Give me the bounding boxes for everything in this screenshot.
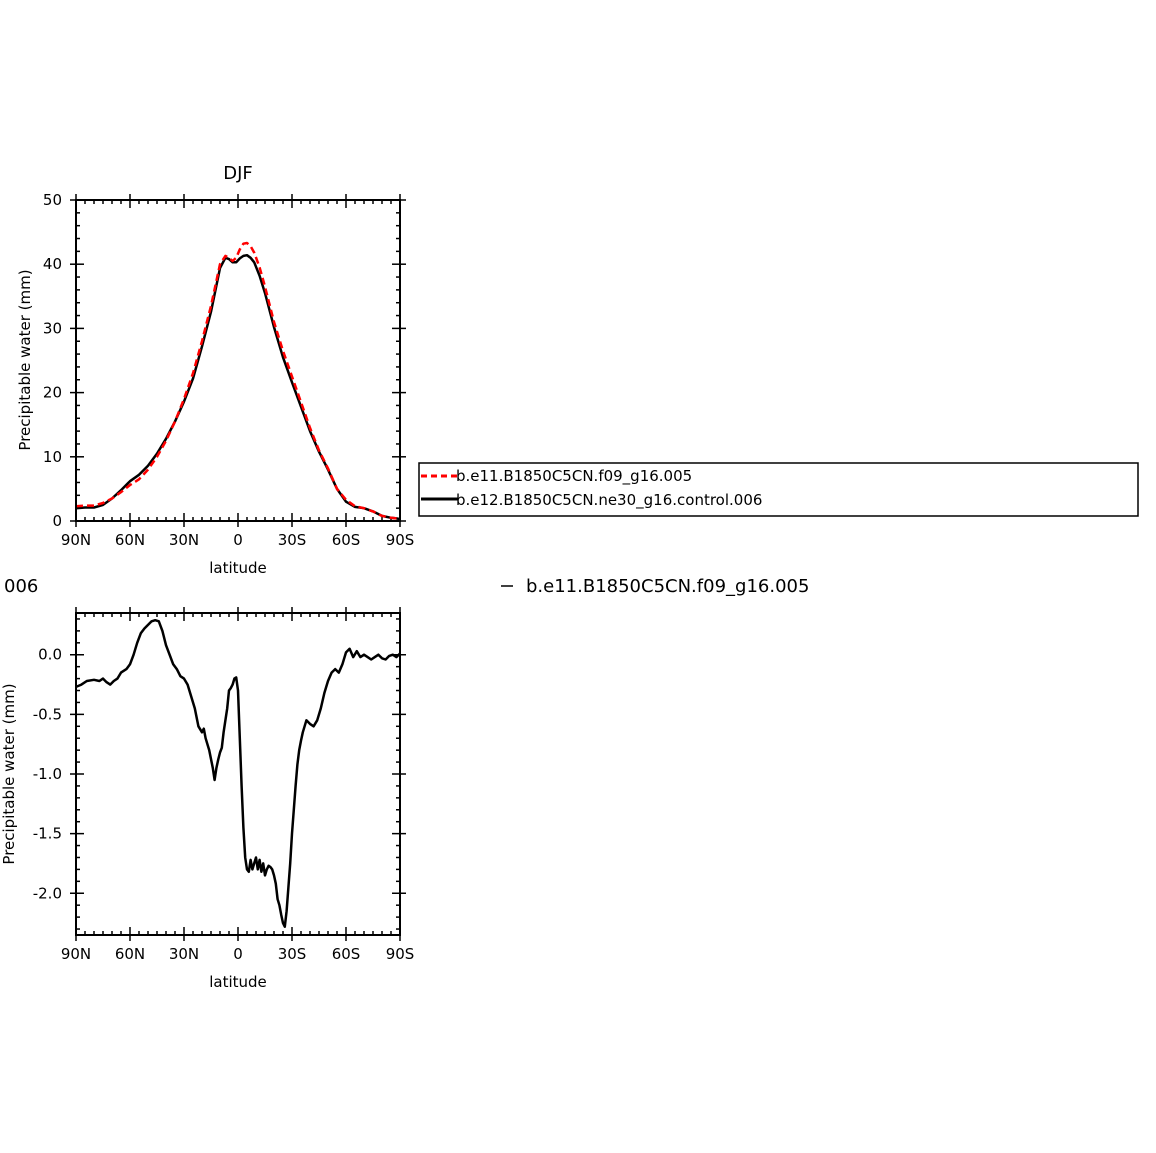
top-y-tick-label: 20 bbox=[43, 384, 62, 402]
bottom-x-tick-label: 60S bbox=[332, 945, 361, 963]
top-panel-xlabel: latitude bbox=[209, 559, 267, 577]
top-panel: DJF 90N 60N 30N 0 30S 60S 90S 0 10 20 30 40 50 latit… bbox=[16, 163, 414, 577]
bottom-panel-ticks: 90N 60N 30N 0 30S 60S 90S -2.0 -1.5 -1.0 -0.5 0.0 bbox=[33, 607, 415, 963]
legend-entry-1: b.e12.B1850C5CN.ne30_g16.control.006 bbox=[456, 491, 762, 510]
top-panel-frame bbox=[75, 199, 401, 522]
bottom-y-tick-label: -1.5 bbox=[33, 825, 62, 843]
top-y-tick-label: 30 bbox=[43, 319, 62, 337]
top-x-tick-label: 0 bbox=[233, 531, 243, 549]
top-y-tick-label: 10 bbox=[43, 448, 62, 466]
bottom-y-tick-label: -1.0 bbox=[33, 765, 62, 783]
top-panel-ylabel: Precipitable water (mm) bbox=[16, 269, 34, 450]
legend-entry-0: b.e11.B1850C5CN.f09_g16.005 bbox=[456, 467, 692, 486]
top-x-tick-label: 90N bbox=[61, 531, 91, 549]
bottom-y-tick-label: -0.5 bbox=[33, 705, 62, 723]
top-x-tick-label: 90S bbox=[386, 531, 415, 549]
top-x-tick-label: 60S bbox=[332, 531, 361, 549]
legend-frame bbox=[418, 462, 1139, 517]
top-x-tick-label: 60N bbox=[115, 531, 145, 549]
top-x-tick-label: 30S bbox=[278, 531, 307, 549]
bottom-panel-xlabel: latitude bbox=[209, 973, 267, 991]
bottom-x-tick-label: 90N bbox=[61, 945, 91, 963]
bottom-panel-ylabel: Precipitable water (mm) bbox=[0, 683, 18, 864]
top-y-tick-label: 50 bbox=[43, 191, 62, 209]
top-panel-series bbox=[75, 241, 401, 521]
top-series-line-0 bbox=[75, 241, 401, 521]
top-y-tick-label: 40 bbox=[43, 255, 62, 273]
legend: b.e11.B1850C5CN.f09_g16.005 b.e12.B1850C… bbox=[418, 462, 1139, 517]
bottom-panel: 90N 60N 30N 0 30S 60S 90S -2.0 -1.5 -1.0 -0.5 0.0 l… bbox=[0, 607, 414, 991]
bottom-x-tick-label: 60N bbox=[115, 945, 145, 963]
bottom-x-tick-label: 30N bbox=[169, 945, 199, 963]
bottom-y-tick-label: 0.0 bbox=[38, 646, 62, 664]
top-y-tick-label: 0 bbox=[52, 512, 62, 530]
bottom-panel-series bbox=[75, 618, 401, 928]
bottom-y-tick-label: -2.0 bbox=[33, 884, 62, 902]
bottom-x-tick-label: 0 bbox=[233, 945, 243, 963]
bottom-x-tick-label: 90S bbox=[386, 945, 415, 963]
bottom-panel-frame bbox=[75, 612, 401, 936]
bottom-x-tick-label: 30S bbox=[278, 945, 307, 963]
top-x-tick-label: 30N bbox=[169, 531, 199, 549]
top-panel-title: DJF bbox=[223, 163, 253, 184]
left-fragment-text: 006 bbox=[4, 576, 38, 597]
right-fragment-text: b.e11.B1850C5CN.f09_g16.005 bbox=[526, 576, 809, 597]
bottom-series-line-0 bbox=[75, 618, 401, 928]
